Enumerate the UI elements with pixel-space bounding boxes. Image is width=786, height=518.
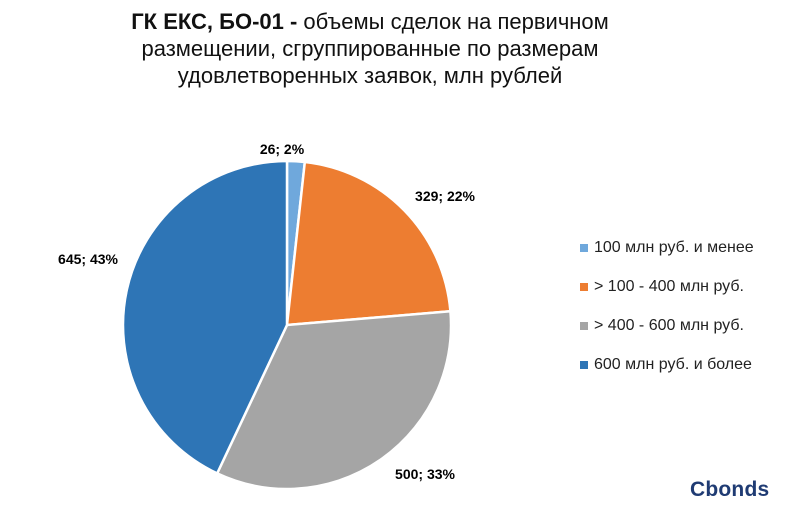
- pie-slice-2: [285, 160, 452, 327]
- legend-item-4: 600 млн руб. и более: [580, 355, 754, 375]
- pie-data-labels: 26; 2% 329; 22% 500; 33% 645; 43%: [58, 141, 475, 482]
- pie-slice-3: [215, 309, 453, 491]
- chart-title-line2: размещении, сгруппированные по размерам: [141, 36, 599, 61]
- chart-title-bold: ГК ЕКС, БО-01 -: [131, 9, 298, 34]
- legend-swatch-1: [580, 244, 588, 252]
- legend-swatch-4: [580, 361, 588, 369]
- data-label-4: 645; 43%: [58, 251, 118, 267]
- legend-item-3: > 400 - 600 млн руб.: [580, 316, 754, 336]
- chart-title-line1: объемы сделок на первичном: [297, 9, 609, 34]
- legend: 100 млн руб. и менее > 100 - 400 млн руб.…: [580, 238, 754, 394]
- legend-label-1: 100 млн руб. и менее: [594, 239, 754, 256]
- legend-item-2: > 100 - 400 млн руб.: [580, 277, 754, 297]
- legend-label-4: 600 млн руб. и более: [594, 356, 752, 373]
- legend-label-2: > 100 - 400 млн руб.: [594, 278, 744, 295]
- data-label-3: 500; 33%: [395, 466, 455, 482]
- legend-swatch-2: [580, 283, 588, 291]
- data-label-2: 329; 22%: [415, 188, 475, 204]
- legend-item-1: 100 млн руб. и менее: [580, 238, 754, 258]
- chart-title-line3: удовлетворенных заявок, млн рублей: [177, 63, 563, 88]
- pie-slices: [121, 159, 453, 491]
- data-label-1: 26; 2%: [260, 141, 305, 157]
- cbonds-logo: Cbonds: [690, 478, 770, 501]
- pie-slice-4: [121, 159, 289, 476]
- legend-label-3: > 400 - 600 млн руб.: [594, 317, 744, 334]
- chart-title: ГК ЕКС, БО-01 - объемы сделок на первичн…: [40, 8, 700, 89]
- legend-swatch-3: [580, 322, 588, 330]
